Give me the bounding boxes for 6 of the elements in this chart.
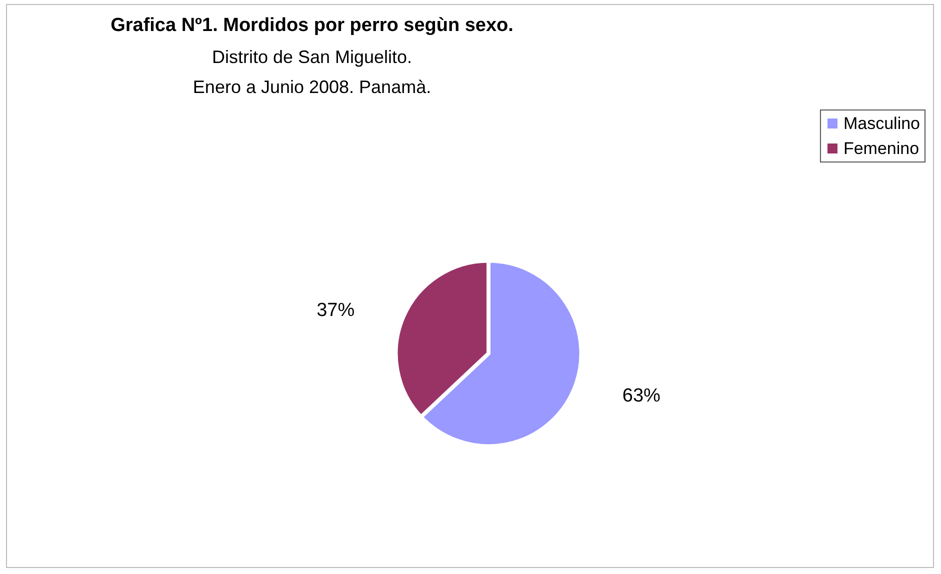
legend-label: Masculino <box>843 114 920 133</box>
data-label: 37% <box>316 300 355 322</box>
chart-title: Grafica Nº1. Mordidos por perro segùn sexo. <box>110 15 514 36</box>
legend-label: Femenino <box>843 139 920 158</box>
chart-subtitle: Distrito de San Miguelito. Enero a Junio 2008. Panamà. <box>192 47 432 97</box>
data-label: 63% <box>622 386 661 407</box>
